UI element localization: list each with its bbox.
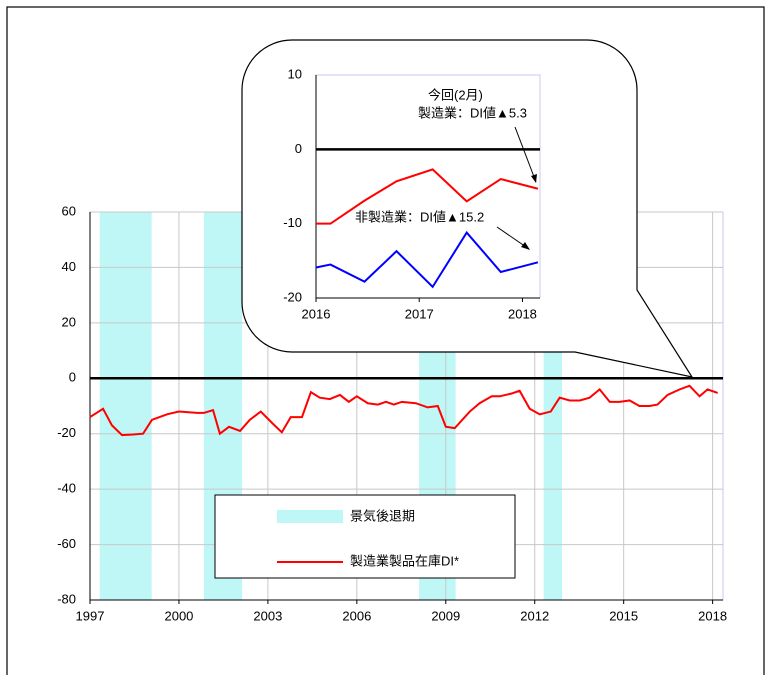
y-tick-label: -20 xyxy=(283,289,302,304)
x-tick-label: 2012 xyxy=(520,608,549,623)
y-tick-label: -80 xyxy=(57,591,76,606)
plot-area xyxy=(315,74,541,299)
y-tick-label: -10 xyxy=(283,215,302,230)
arrow xyxy=(514,126,537,183)
series-line xyxy=(89,384,718,437)
legend-swatch xyxy=(277,510,343,523)
legend-box xyxy=(214,494,516,579)
y-tick-label: 10 xyxy=(288,66,302,81)
x-tick-label: 2017 xyxy=(405,306,434,321)
y-tick-label: 40 xyxy=(62,259,76,274)
x-tick-label: 2018 xyxy=(508,306,537,321)
y-tick-label: 0 xyxy=(69,370,76,385)
inset-chart: 2016 2017 2018 10 0 -10 -20 今回(2月) 製造業：DI値▲5.3 非製… xyxy=(283,66,541,321)
annotation: 非製造業：DI値▲15.2 xyxy=(355,209,484,224)
y-tick-label: -20 xyxy=(57,425,76,440)
legend-label: 景気後退期 xyxy=(350,508,415,523)
shaded-period xyxy=(99,212,152,600)
y-tick-label: 0 xyxy=(295,141,302,156)
x-tick-label: 2000 xyxy=(164,608,193,623)
x-tick-label: 1997 xyxy=(76,608,105,623)
legend-label: 製造業製品在庫DI* xyxy=(350,553,459,568)
series-line xyxy=(315,230,539,289)
annotation: 今回(2月) xyxy=(428,87,483,102)
y-tick-label: -40 xyxy=(57,481,76,496)
annotation: 製造業：DI値▲5.3 xyxy=(418,105,527,120)
y-tick-label: 20 xyxy=(62,314,76,329)
x-tick-label: 2018 xyxy=(698,608,727,623)
arrowhead xyxy=(521,242,530,250)
x-tick-label: 2003 xyxy=(253,608,282,623)
x-tick-label: 2006 xyxy=(342,608,371,623)
y-tick-label: -60 xyxy=(57,536,76,551)
x-tick-label: 2015 xyxy=(609,608,638,623)
series-line xyxy=(316,168,539,225)
x-tick-label: 2009 xyxy=(431,608,460,623)
y-tick-label: 60 xyxy=(62,203,76,218)
x-tick-label: 2016 xyxy=(302,306,331,321)
arrowhead xyxy=(531,174,537,183)
